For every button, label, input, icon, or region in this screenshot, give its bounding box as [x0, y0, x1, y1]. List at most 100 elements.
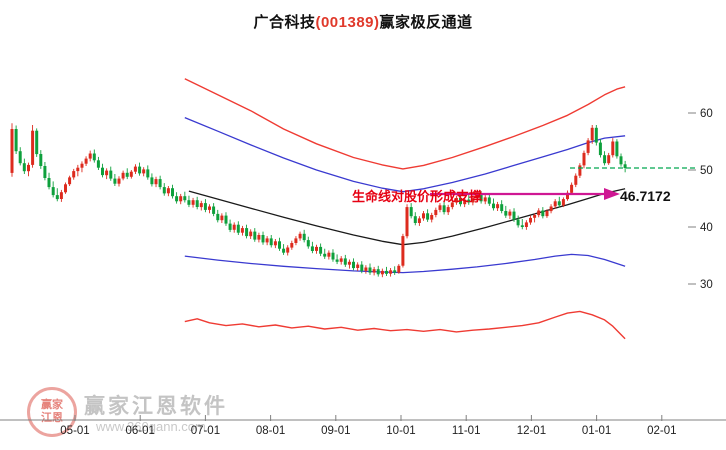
candle-body — [389, 270, 393, 274]
candle-body — [545, 211, 549, 217]
candle-body — [236, 224, 240, 233]
lower-blue-channel-line — [184, 253, 626, 274]
candle-body — [623, 164, 627, 168]
candle-body — [401, 236, 405, 266]
candle-body — [18, 151, 22, 164]
candle-body — [125, 172, 129, 177]
candle-body — [22, 163, 26, 172]
candle-body — [454, 197, 458, 203]
candle-body — [516, 219, 520, 226]
candle-body — [84, 158, 88, 164]
candle-body — [467, 199, 471, 203]
candle-body — [88, 153, 92, 159]
candle-body — [27, 164, 30, 172]
candle-body — [249, 231, 253, 237]
candle-body — [294, 238, 298, 243]
candle-body — [220, 215, 224, 221]
candle-body — [129, 171, 133, 177]
candle-body — [426, 213, 430, 220]
candle-body — [520, 225, 524, 227]
candle-body — [142, 169, 146, 174]
candle-body — [619, 156, 623, 165]
candle-body — [500, 204, 504, 211]
candle-body — [422, 213, 425, 219]
candle-body — [306, 240, 310, 247]
candle-body — [603, 155, 607, 164]
candle-body — [273, 241, 277, 246]
candle-body — [290, 243, 294, 248]
candle-body — [203, 203, 207, 210]
candle-body — [113, 178, 117, 184]
candle-body — [450, 202, 454, 208]
candle-body — [417, 218, 421, 223]
candle-body — [409, 207, 413, 217]
candle-body — [463, 199, 467, 205]
candle-body — [615, 141, 619, 157]
candle-body — [590, 127, 594, 141]
candle-body — [76, 167, 80, 172]
candle-body — [101, 167, 104, 176]
candle-body — [278, 241, 281, 249]
candle-body — [582, 152, 586, 166]
candle-body — [216, 213, 220, 221]
candle-body — [331, 252, 335, 260]
candle-body — [68, 177, 72, 185]
candlestick-series — [10, 123, 627, 278]
candle-body — [413, 216, 417, 223]
candle-body — [55, 195, 59, 200]
candle-body — [43, 166, 47, 178]
support-arrow — [430, 188, 620, 200]
candle-body — [121, 172, 125, 179]
candle-body — [549, 206, 553, 212]
lower-red-channel-line — [184, 310, 626, 340]
candle-body — [574, 175, 578, 185]
candle-body — [175, 196, 179, 202]
candle-body — [146, 169, 150, 178]
candle-body — [335, 259, 339, 262]
candle-body — [183, 196, 187, 201]
candle-body — [257, 235, 261, 240]
candle-body — [397, 265, 401, 273]
candle-body — [529, 217, 532, 223]
candle-body — [524, 222, 528, 227]
candle-body — [154, 179, 158, 185]
candle-body — [105, 170, 109, 176]
candle-body — [72, 171, 76, 178]
upper-red-channel-line — [184, 78, 626, 170]
watermark-brand-text: 赢家江恩软件 — [84, 395, 228, 418]
x-axis-label: 12-01 — [517, 425, 546, 437]
candle-body — [14, 129, 18, 152]
title-suffix: 赢家极反通道 — [379, 14, 473, 31]
candle-body — [138, 166, 142, 174]
candle-body — [35, 130, 39, 155]
candle-body — [405, 207, 409, 237]
candle-body — [611, 141, 615, 156]
stock-code: (001389) — [315, 14, 380, 31]
winner-gann-logo: 赢家 江恩 — [27, 387, 77, 437]
candle-body — [64, 184, 67, 193]
candle-body — [195, 200, 199, 207]
candle-body — [380, 270, 384, 275]
candle-body — [39, 154, 43, 166]
candle-body — [96, 160, 100, 168]
y-axis-label: 40 — [700, 222, 713, 234]
candle-body — [339, 258, 343, 262]
candle-body — [385, 270, 388, 274]
candle-body — [360, 264, 364, 271]
y-axis-label: 30 — [700, 279, 713, 291]
candle-body — [253, 231, 257, 240]
x-axis-label: 08-01 — [256, 425, 285, 437]
support-annotation-text: 生命线对股价形成支撑 — [352, 189, 483, 204]
x-axis-label: 11-01 — [452, 425, 481, 437]
candle-body — [533, 215, 537, 218]
candle-body — [310, 246, 314, 251]
candle-body — [208, 206, 211, 210]
channel-lines — [184, 78, 626, 340]
candle-body — [368, 267, 372, 273]
x-axis-label: 09-01 — [321, 425, 350, 437]
candle-body — [212, 206, 216, 214]
candle-body — [232, 224, 236, 230]
candle-body — [598, 142, 602, 156]
candle-body — [228, 223, 232, 230]
